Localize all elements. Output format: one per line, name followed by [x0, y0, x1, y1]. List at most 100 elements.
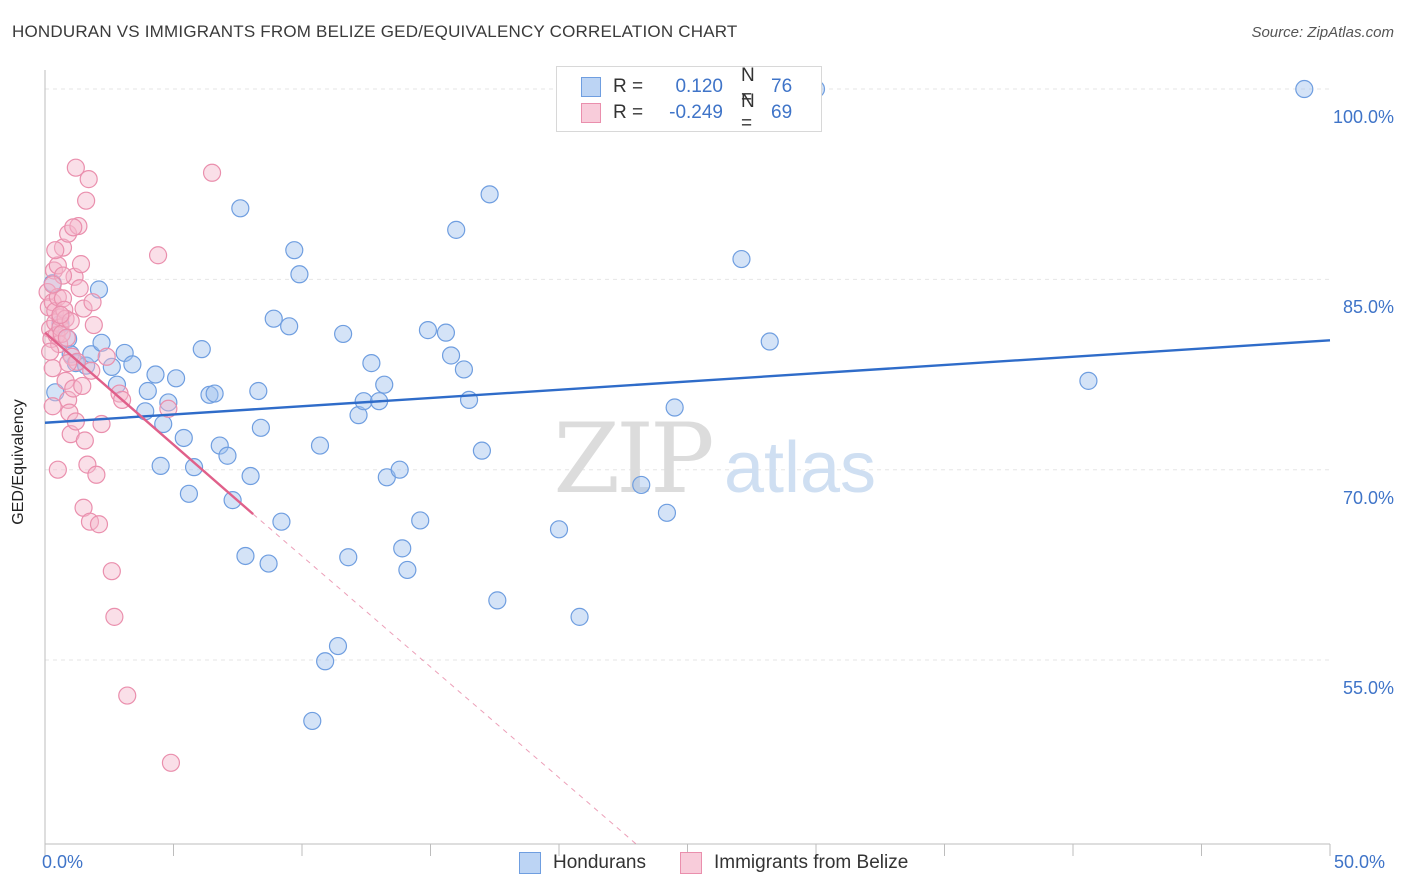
data-point: [290, 265, 309, 284]
data-point: [159, 393, 178, 412]
data-point: [118, 686, 137, 705]
data-point: [665, 398, 684, 417]
bottom-legend-label: Hondurans: [553, 852, 646, 873]
data-point: [328, 636, 348, 656]
trend-line: [44, 331, 254, 516]
trend-line: [44, 339, 1331, 424]
legend-n-value: 76: [771, 76, 793, 97]
data-point: [393, 539, 412, 558]
legend-r-label: R =: [613, 102, 644, 123]
series-belize: [38, 158, 222, 772]
data-point: [59, 354, 78, 373]
legend-n-label: N =: [741, 65, 755, 108]
data-point: [83, 293, 102, 312]
bottom-legend: Hondurans Immigrants from Belize: [0, 852, 1406, 876]
legend-swatch-blue: [581, 77, 601, 97]
data-point: [102, 562, 121, 581]
data-point: [70, 279, 89, 298]
data-point: [43, 359, 62, 378]
data-point: [89, 515, 109, 534]
data-point: [570, 607, 589, 626]
data-point: [390, 460, 409, 479]
data-point: [249, 381, 268, 401]
data-point: [51, 318, 70, 337]
bottom-legend-hondurans: Hondurans: [519, 852, 646, 874]
data-point: [454, 360, 474, 379]
data-point: [79, 170, 98, 189]
data-point: [223, 491, 242, 510]
data-point: [146, 365, 165, 384]
data-point: [87, 465, 106, 484]
data-point: [71, 255, 91, 274]
legend-row-hondurans: R = 0.120 N = 76: [581, 65, 793, 108]
data-point: [549, 520, 569, 539]
chart-title: HONDURAN VS IMMIGRANTS FROM BELIZE GED/E…: [12, 22, 738, 41]
y-axis-label: GED/Equivalency: [10, 399, 27, 525]
legend-swatch-pink: [581, 103, 601, 123]
data-point: [41, 342, 60, 361]
data-point: [218, 446, 237, 465]
bottom-legend-swatch-pink: [680, 852, 702, 874]
data-point: [732, 249, 751, 269]
data-point: [447, 220, 466, 239]
data-point: [78, 455, 97, 474]
data-point: [66, 158, 85, 177]
data-point: [251, 418, 270, 437]
data-point: [159, 399, 178, 418]
data-point: [241, 466, 260, 486]
data-point: [398, 560, 417, 580]
trend-line-extension: [252, 513, 637, 845]
data-point: [97, 347, 116, 366]
y-tick-label: 70.0%: [1342, 487, 1394, 508]
data-point: [316, 652, 335, 671]
data-point: [310, 436, 330, 455]
legend-n-value: 69: [771, 102, 793, 123]
data-point: [480, 185, 499, 204]
y-tick-label: 85.0%: [1342, 297, 1394, 318]
data-point: [236, 546, 255, 566]
data-point: [760, 332, 779, 351]
y-tick-label: 100.0%: [1332, 107, 1394, 128]
legend-r-value: -0.249: [669, 102, 723, 123]
data-point: [231, 199, 250, 218]
data-point: [1295, 79, 1314, 99]
data-point: [272, 512, 291, 531]
legend: R = 0.120 N = 76 R = -0.249 N = 69: [556, 65, 822, 134]
data-point: [46, 241, 65, 260]
bottom-legend-swatch-blue: [519, 852, 541, 874]
data-point: [105, 607, 124, 626]
data-point: [472, 441, 491, 460]
data-point: [151, 456, 170, 475]
legend-r-value: 0.120: [675, 76, 723, 97]
data-point: [123, 355, 142, 374]
data-point: [75, 431, 94, 450]
data-point: [375, 375, 394, 394]
data-point: [138, 381, 157, 401]
data-point: [334, 324, 353, 344]
data-point: [61, 312, 80, 331]
x-tick-label-max: 50.0%: [1334, 852, 1386, 872]
data-point: [259, 554, 278, 573]
data-point: [77, 356, 96, 375]
data-point: [192, 340, 211, 359]
x-tick-label-min: 0.0%: [42, 852, 84, 872]
y-tick-label: 55.0%: [1342, 678, 1394, 699]
data-point: [264, 309, 283, 328]
watermark-atlas: atlas: [724, 428, 876, 508]
watermark: ZIP atlas: [553, 403, 876, 515]
data-point: [184, 458, 204, 477]
data-point: [285, 241, 304, 260]
data-point: [161, 753, 181, 772]
data-point: [92, 333, 111, 352]
data-point: [657, 503, 677, 522]
data-point: [48, 256, 67, 275]
legend-r-label: R =: [613, 76, 644, 97]
data-point: [210, 436, 229, 455]
data-point: [48, 460, 67, 479]
data-point: [441, 346, 461, 365]
data-point: [74, 299, 93, 318]
data-point: [339, 548, 358, 567]
data-point: [43, 275, 62, 294]
data-point: [77, 191, 96, 210]
legend-row-belize: R = -0.249 N = 69: [581, 91, 793, 134]
